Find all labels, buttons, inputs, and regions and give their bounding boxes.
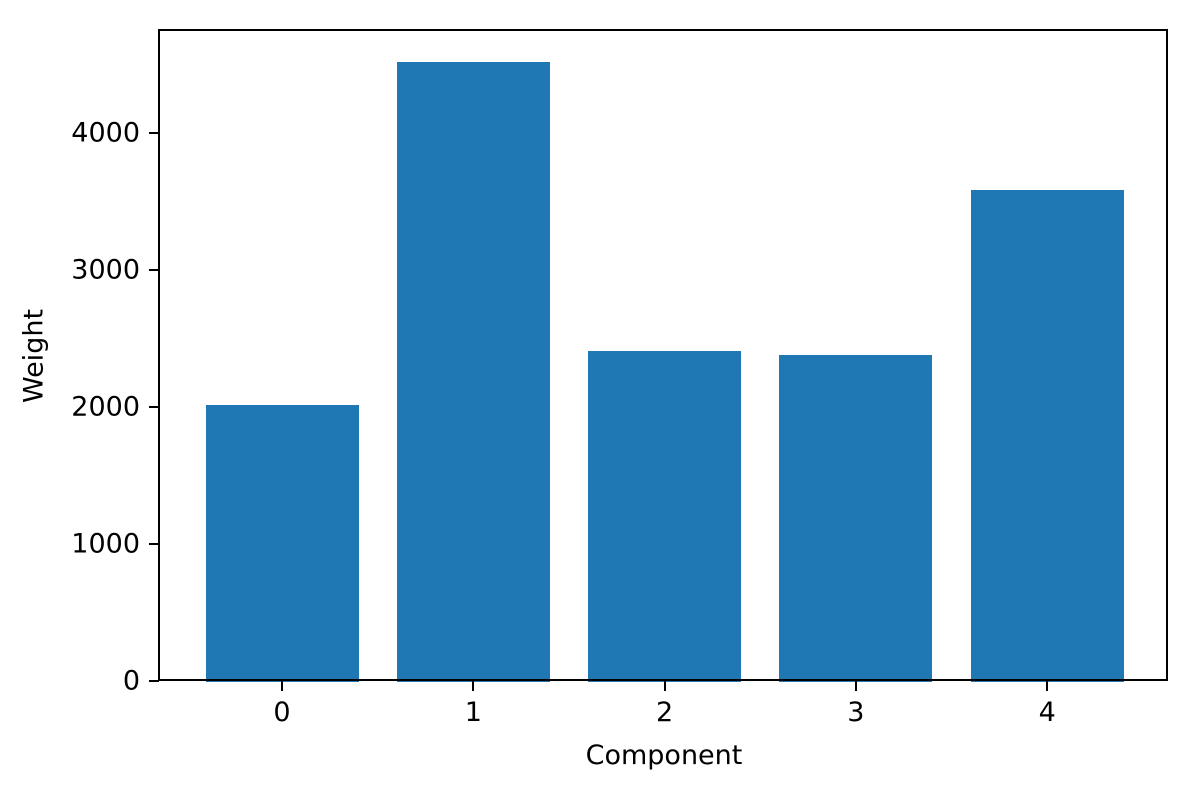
x-tick-label: 0 xyxy=(273,697,291,728)
y-tick-label: 1000 xyxy=(71,528,140,560)
y-tick-mark xyxy=(149,406,159,409)
x-tick-label: 1 xyxy=(464,697,482,728)
y-tick-mark xyxy=(149,680,159,682)
bar-component-2 xyxy=(588,350,742,682)
bar-component-3 xyxy=(779,354,933,682)
y-tick-mark xyxy=(149,132,159,135)
y-tick-label: 0 xyxy=(122,665,140,697)
bar-component-1 xyxy=(396,61,550,682)
y-tick-label: 4000 xyxy=(71,117,140,149)
x-tick-label: 3 xyxy=(847,697,865,728)
x-tick-mark xyxy=(663,681,666,691)
x-axis-label: Component xyxy=(585,740,743,771)
x-tick-mark xyxy=(472,681,475,691)
x-tick-mark xyxy=(281,681,283,691)
bar-component-0 xyxy=(205,405,359,682)
y-tick-label: 3000 xyxy=(71,254,140,286)
y-tick-mark xyxy=(149,543,159,546)
x-tick-mark xyxy=(1046,681,1049,691)
x-tick-label: 2 xyxy=(656,697,674,728)
x-tick-label: 4 xyxy=(1038,697,1056,728)
y-axis-label: Weight xyxy=(18,308,50,404)
x-tick-mark xyxy=(854,681,857,691)
y-tick-label: 2000 xyxy=(71,391,140,423)
bar-component-4 xyxy=(970,189,1124,682)
y-tick-mark xyxy=(149,269,159,272)
